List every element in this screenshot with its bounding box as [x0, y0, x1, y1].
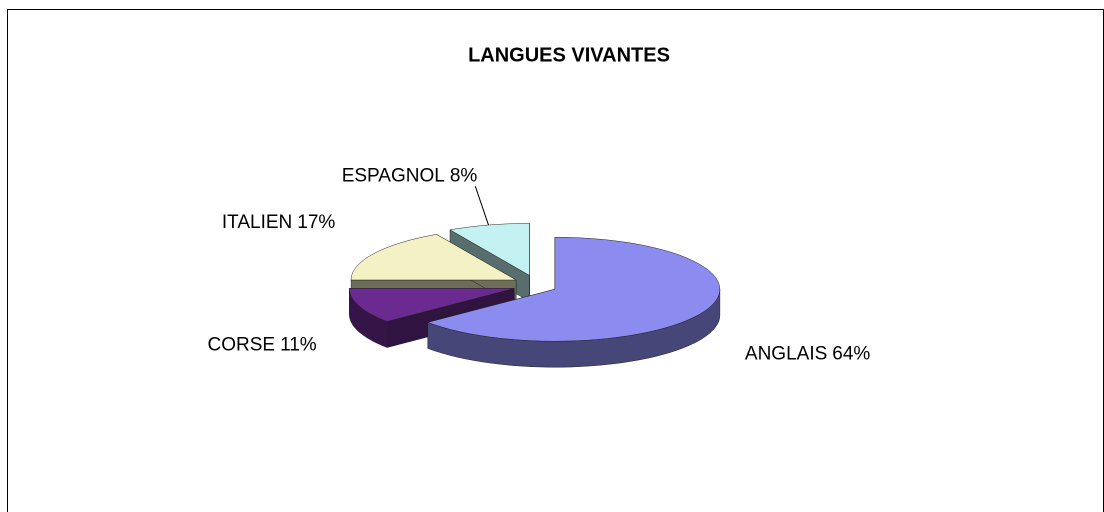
- data-label: CORSE 11%: [208, 335, 317, 356]
- category-label: CORSE: [208, 335, 276, 356]
- value-label: 8%: [450, 165, 478, 186]
- data-label: ANGLAIS 64%: [745, 343, 871, 364]
- category-label: ITALIEN: [222, 212, 292, 233]
- slice-top: [350, 234, 518, 281]
- value-label: 17%: [297, 212, 335, 233]
- leader-line: [474, 186, 489, 226]
- pie-slice: [426, 236, 721, 368]
- pie-slice: [350, 233, 518, 307]
- category-label: ESPAGNOL: [342, 165, 445, 186]
- value-label: 11%: [280, 335, 317, 356]
- slice-top: [349, 288, 515, 322]
- chart-title: LANGUES VIVANTES: [468, 44, 670, 66]
- slice-top: [426, 236, 721, 342]
- value-label: 64%: [832, 343, 870, 364]
- category-label: ANGLAIS: [745, 343, 827, 364]
- data-label: ESPAGNOL 8%: [342, 165, 478, 186]
- data-label: ITALIEN 17%: [222, 212, 336, 233]
